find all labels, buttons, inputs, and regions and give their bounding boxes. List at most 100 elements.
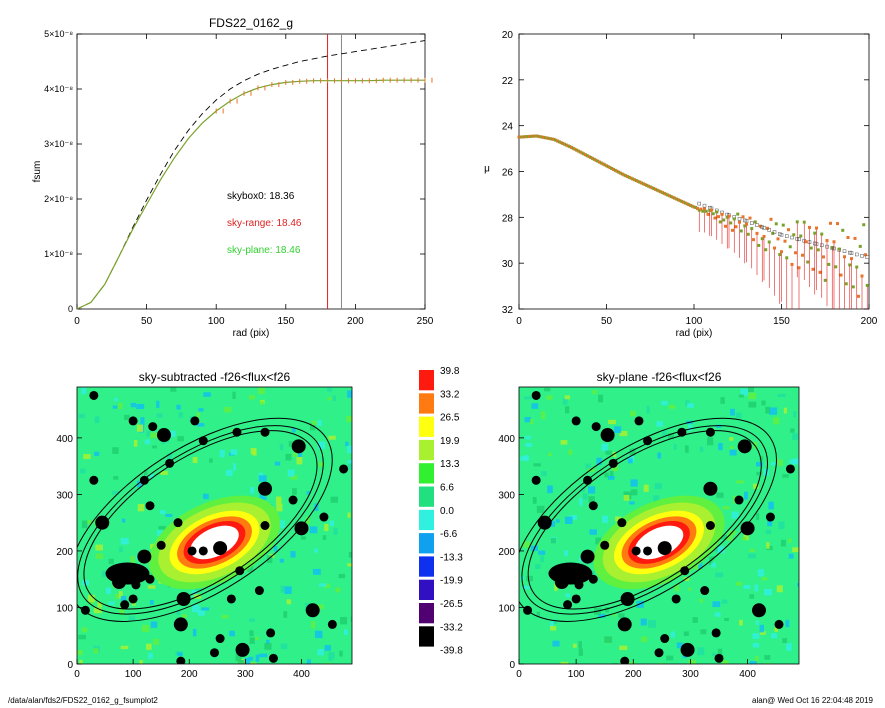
mu-data-point bbox=[571, 146, 575, 150]
sky-plane-x-tick-label: 100 bbox=[568, 669, 585, 680]
mu-data-point bbox=[556, 139, 559, 143]
mu-x-tick-label: 0 bbox=[516, 316, 522, 327]
sky-subtracted-noise-patch bbox=[250, 447, 257, 455]
sky-subtracted-masked-star bbox=[294, 521, 309, 536]
sky-subtracted-noise-patch bbox=[248, 656, 254, 661]
sky-subtracted-noise-patch bbox=[219, 449, 225, 458]
sky-plane-noise-patch bbox=[712, 652, 717, 657]
colorbar-swatch bbox=[419, 603, 434, 624]
sky-plane-noise-patch bbox=[788, 553, 794, 559]
mu-data-point bbox=[559, 141, 563, 145]
sky-subtracted-noise-patch bbox=[118, 403, 123, 410]
sky-plane-noise-patch bbox=[661, 400, 668, 406]
mu-data-point bbox=[636, 179, 640, 183]
sky-plane-noise-patch bbox=[797, 583, 799, 587]
sky-plane-noise-patch bbox=[533, 463, 541, 467]
sky-subtracted-noise-patch bbox=[347, 563, 352, 567]
mu-grey-point bbox=[762, 226, 766, 230]
mu-data-point bbox=[706, 212, 710, 216]
mu-data-point bbox=[736, 212, 740, 216]
mu-data-point bbox=[601, 162, 605, 166]
sky-subtracted-noise-patch bbox=[119, 546, 123, 553]
sky-plane-noise-patch bbox=[547, 485, 553, 494]
sky-plane-noise-patch bbox=[716, 492, 724, 498]
sky-subtracted-masked-star bbox=[210, 648, 219, 658]
sky-subtracted-noise-patch bbox=[95, 553, 104, 559]
mu-x-tick-label: 200 bbox=[861, 316, 878, 327]
sky-subtracted-masked-star bbox=[187, 546, 197, 556]
sky-subtracted-noise-patch bbox=[248, 395, 255, 400]
sky-subtracted-masked-star bbox=[198, 436, 208, 446]
sky-plane-noise-patch bbox=[550, 625, 557, 631]
sky-subtracted-noise-patch bbox=[310, 621, 316, 629]
sky-plane-noise-patch bbox=[523, 396, 532, 400]
mu-data-point bbox=[678, 199, 682, 203]
mu-data-point bbox=[696, 207, 699, 211]
sky-subtracted-noise-patch bbox=[237, 659, 245, 664]
mu-data-point bbox=[585, 154, 589, 158]
sky-plane-noise-patch bbox=[523, 541, 531, 548]
mu-data-point bbox=[627, 175, 631, 179]
sky-subtracted-noise-patch bbox=[314, 630, 323, 639]
mu-data-point bbox=[648, 185, 652, 189]
mu-data-point bbox=[596, 159, 600, 163]
sky-plane-noise-patch bbox=[612, 613, 616, 617]
sky-plane-y-tick-label: 0 bbox=[509, 660, 515, 671]
mu-data-point bbox=[701, 209, 705, 213]
sky-subtracted-noise-patch bbox=[322, 535, 327, 540]
sky-subtracted-noise-patch bbox=[120, 645, 129, 650]
sky-plane-masked-star bbox=[643, 436, 653, 446]
sky-subtracted-noise-patch bbox=[168, 430, 176, 438]
sky-plane-noise-patch bbox=[562, 397, 568, 405]
sky-plane-noise-patch bbox=[670, 631, 675, 638]
sky-plane-noise-patch bbox=[731, 511, 739, 519]
mu-data-point bbox=[767, 240, 771, 244]
sky-subtracted-masked-star bbox=[260, 427, 270, 437]
sky-subtracted-noise-patch bbox=[209, 458, 213, 463]
sky-plane-noise-patch bbox=[530, 418, 534, 425]
sky-plane-noise-patch bbox=[761, 400, 766, 406]
sky-subtracted-noise-patch bbox=[156, 530, 163, 536]
mu-data-point bbox=[844, 282, 848, 286]
sky-plane-noise-patch bbox=[608, 419, 616, 425]
sky-subtracted-noise-patch bbox=[257, 387, 265, 395]
sky-plane-noise-patch bbox=[715, 572, 724, 578]
sky-plane-noise-patch bbox=[564, 516, 573, 524]
sky-subtracted-noise-patch bbox=[258, 475, 267, 482]
colorbar-swatch bbox=[419, 463, 434, 484]
sky-plane-noise-patch bbox=[753, 441, 758, 449]
fsum-y-axis-label: fsum bbox=[32, 161, 43, 183]
sky-subtracted-noise-patch bbox=[119, 607, 125, 615]
sky-plane-noise-patch bbox=[629, 501, 635, 505]
footer-path: /data/alan/fds2/FDS22_0162_g_fsumplot2 bbox=[8, 696, 158, 705]
sky-plane-noise-patch bbox=[588, 486, 596, 494]
sky-subtracted-noise-patch bbox=[136, 403, 145, 410]
fsum-x-tick-label: 0 bbox=[74, 316, 80, 327]
sky-plane-noise-patch bbox=[536, 611, 541, 617]
sky-subtracted-noise-patch bbox=[298, 450, 303, 458]
sky-plane-noise-patch bbox=[790, 428, 795, 433]
sky-plane-noise-patch bbox=[764, 663, 771, 664]
sky-plane-masked-star bbox=[705, 521, 715, 530]
sky-subtracted-y-tick-label: 400 bbox=[56, 434, 73, 445]
sky-plane-noise-patch bbox=[685, 400, 690, 407]
sky-plane-noise-patch bbox=[729, 446, 734, 450]
mu-data-point bbox=[718, 220, 722, 224]
sky-plane-noise-patch bbox=[612, 662, 618, 664]
sky-plane-noise-patch bbox=[700, 629, 707, 635]
sky-plane-noise-patch bbox=[640, 618, 647, 626]
sky-subtracted-noise-patch bbox=[112, 447, 119, 454]
sky-subtracted-noise-patch bbox=[81, 580, 90, 586]
mu-data-point bbox=[795, 220, 799, 224]
mu-data-point bbox=[746, 232, 750, 236]
sky-subtracted-masked-star bbox=[176, 591, 191, 606]
sky-subtracted-masked-star bbox=[215, 634, 225, 644]
sky-plane-y-tick-label: 400 bbox=[498, 434, 515, 445]
sky-plane-masked-star bbox=[671, 594, 681, 604]
sky-plane-noise-patch bbox=[768, 501, 774, 510]
mu-grey-point bbox=[785, 234, 789, 238]
colorbar-label: -6.6 bbox=[440, 529, 458, 540]
sky-plane-noise-patch bbox=[692, 617, 698, 623]
sky-subtracted-noise-patch bbox=[324, 583, 331, 589]
fsum-x-tick-label: 200 bbox=[347, 316, 364, 327]
